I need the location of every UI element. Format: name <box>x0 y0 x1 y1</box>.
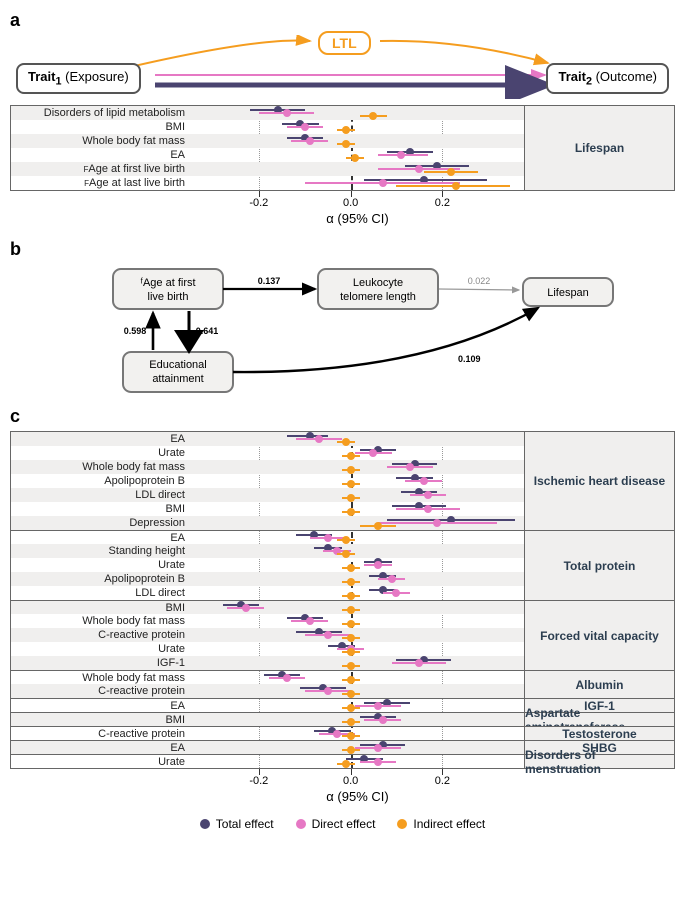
outcome-label: Forced vital capacity <box>524 600 674 670</box>
panel-a: a Trait1 (Exposure) LTL Tr <box>10 10 675 227</box>
row-label: LDL direct <box>11 488 191 502</box>
panel-c: c EAUrateWhole body fat massApolipoprote… <box>10 406 675 805</box>
row-label: Urate <box>11 754 191 768</box>
row-label: EA <box>11 432 191 446</box>
row-label: Apolipoprotein B <box>11 572 191 586</box>
row-label: BMI <box>11 502 191 516</box>
outcome-label: Disorders of menstruation <box>524 754 674 768</box>
outcome-label: Aspartate aminotransferase <box>524 712 674 726</box>
ltl-box: LTL <box>318 31 371 55</box>
legend-item: Total effect <box>200 817 274 831</box>
svg-text:0.641: 0.641 <box>195 326 218 336</box>
svg-text:Lifespan: Lifespan <box>547 287 589 299</box>
row-label: BMI <box>11 600 191 614</box>
svg-text:0.137: 0.137 <box>257 276 280 286</box>
row-label: Whole body fat mass <box>11 670 191 684</box>
outcome-label: Ischemic heart disease <box>524 432 674 530</box>
row-label: Whole body fat mass <box>11 460 191 474</box>
row-label: BMI <box>11 712 191 726</box>
outcome-label: Testosterone <box>524 726 674 740</box>
row-label: LDL direct <box>11 586 191 600</box>
svg-text:Educational: Educational <box>149 359 207 371</box>
panel-b: b ᶠAge at first live birth Educational a… <box>10 239 675 394</box>
row-label: C-reactive protein <box>11 628 191 642</box>
row-label: Apolipoprotein B <box>11 474 191 488</box>
svg-text:live birth: live birth <box>147 291 188 303</box>
row-label: EA <box>11 530 191 544</box>
outcome-label: Lifespan <box>524 106 674 190</box>
row-label: Depression <box>11 516 191 530</box>
svg-text:0.598: 0.598 <box>123 326 146 336</box>
row-label: Urate <box>11 642 191 656</box>
trait1-box: Trait1 (Exposure) <box>16 63 141 94</box>
panel-a-label: a <box>10 10 675 31</box>
row-label: Whole body fat mass <box>11 614 191 628</box>
panel-a-diagram: Trait1 (Exposure) LTL Trait2 (Outcome) <box>10 35 675 99</box>
trait2-box: Trait2 (Outcome) <box>546 63 669 94</box>
row-label: Disorders of lipid metabolism <box>11 106 191 120</box>
row-label: EA <box>11 740 191 754</box>
row-label: Standing height <box>11 544 191 558</box>
legend-item: Direct effect <box>296 817 376 831</box>
row-label: C-reactive protein <box>11 684 191 698</box>
row-label: FAge at first live birth <box>11 162 191 176</box>
svg-text:attainment: attainment <box>152 373 203 385</box>
row-label: EA <box>11 698 191 712</box>
svg-text:ᶠAge at first: ᶠAge at first <box>140 277 195 289</box>
svg-text:telomere length: telomere length <box>340 291 416 303</box>
svg-text:0.022: 0.022 <box>467 276 490 286</box>
row-label: EA <box>11 148 191 162</box>
row-label: IGF-1 <box>11 656 191 670</box>
legend-item: Indirect effect <box>397 817 485 831</box>
outcome-label: Albumin <box>524 670 674 698</box>
outcome-label: Total protein <box>524 530 674 600</box>
row-label: Urate <box>11 446 191 460</box>
row-label: FAge at last live birth <box>11 176 191 190</box>
svg-text:Leukocyte: Leukocyte <box>352 277 402 289</box>
legend: Total effect Direct effect Indirect effect <box>10 817 675 831</box>
row-label: Urate <box>11 558 191 572</box>
panel-b-label: b <box>10 239 675 260</box>
panel-b-svg: ᶠAge at first live birth Educational att… <box>63 264 623 394</box>
panel-c-label: c <box>10 406 675 427</box>
row-label: BMI <box>11 120 191 134</box>
row-label: Whole body fat mass <box>11 134 191 148</box>
svg-text:0.109: 0.109 <box>458 354 481 364</box>
row-label: C-reactive protein <box>11 726 191 740</box>
